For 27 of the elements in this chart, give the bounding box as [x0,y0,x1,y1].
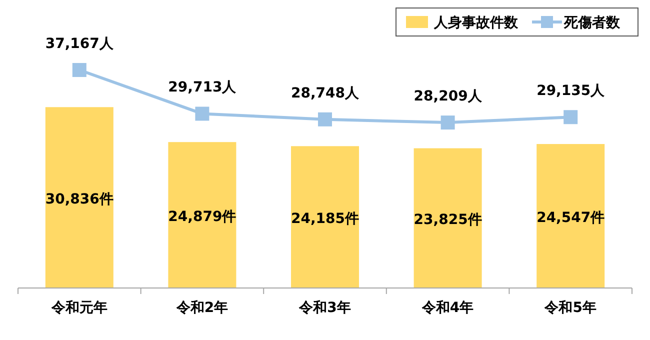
point [440,116,455,130]
data-label: 28,209人 [414,88,483,105]
point [72,63,86,77]
bar [168,142,236,288]
data-label: 37,167人 [45,36,114,52]
point [318,112,332,126]
x-tick-label: 令和5年 [544,300,596,316]
x-tick-label: 令和3年 [298,300,351,316]
point [564,110,578,124]
x-tick-label: 令和元年 [50,300,108,316]
data-label: 28,748人 [290,85,360,102]
bar [291,146,359,288]
data-label: 24,547件 [536,210,605,226]
legend-label: 人身事故件数 [433,15,519,31]
bar [414,148,482,288]
bar [45,107,114,288]
data-label: 23,825件 [414,212,482,228]
x-tick-label: 令和2年 [175,300,228,316]
point [195,106,210,121]
data-label: 30,836件 [45,192,114,208]
data-label: 24,879件 [168,209,236,226]
data-label: 24,185件 [290,211,360,228]
data-label: 29,135人 [536,83,606,100]
bar [536,144,605,288]
legend-label: 死傷者数 [563,15,621,31]
x-tick-label: 令和4年 [420,300,474,316]
data-label: 29,713人 [168,80,238,96]
